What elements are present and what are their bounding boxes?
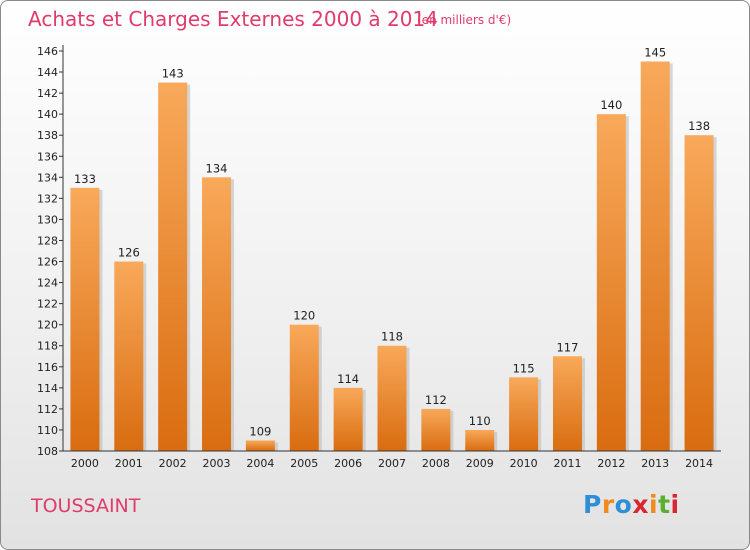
y-tick-label: 114 (37, 382, 58, 395)
x-tick-label: 2003 (203, 457, 231, 470)
data-label: 133 (74, 172, 96, 186)
y-tick-label: 108 (37, 445, 58, 458)
bars-group: 133 126 143 134 109 120 114 118 112 110 115 117 140 1… (70, 46, 717, 452)
y-tick-label: 142 (37, 87, 58, 100)
x-tick-label: 2005 (290, 457, 318, 470)
data-label: 110 (469, 414, 491, 428)
x-tick-label: 2013 (641, 457, 669, 470)
bar-2003 (202, 177, 232, 451)
data-label: 109 (249, 424, 271, 438)
axes-group: 2000 2001 2002 2003 2004 2005 2006 2007 2008 2009… (37, 45, 721, 470)
x-tick-label: 2010 (510, 457, 538, 470)
x-tick-label: 2012 (597, 457, 625, 470)
y-tick-label: 146 (37, 45, 58, 58)
y-tick-label: 126 (37, 256, 58, 269)
data-label: 143 (162, 67, 184, 81)
x-tick-label: 2000 (71, 457, 99, 470)
x-tick-label: 2009 (466, 457, 494, 470)
data-label: 117 (556, 340, 578, 354)
logo-letter: P (583, 490, 602, 519)
bar-2002 (158, 82, 188, 451)
chart-subtitle: (en milliers d'€) (417, 13, 512, 27)
y-tick-label: 144 (37, 66, 58, 79)
bar-2001 (114, 261, 144, 451)
y-tick-label: 124 (37, 277, 58, 290)
data-label: 145 (644, 46, 666, 60)
x-tick-label: 2014 (685, 457, 713, 470)
logo-letter: r (601, 490, 615, 519)
y-tick-label: 134 (37, 171, 58, 184)
bar-2007 (377, 345, 407, 451)
bar-2006 (333, 387, 363, 451)
data-label: 120 (293, 309, 315, 323)
logo-letter: i (670, 490, 680, 519)
x-tick-label: 2001 (115, 457, 143, 470)
bar-2008 (421, 408, 451, 451)
bar-2012 (596, 114, 626, 451)
bar-2013 (640, 61, 670, 452)
data-label: 112 (425, 393, 447, 407)
logo-letter: x (632, 490, 649, 519)
y-tick-label: 138 (37, 129, 58, 142)
chart-title: Achats et Charges Externes 2000 à 2014 (28, 7, 438, 31)
logo-letter: t (658, 490, 671, 519)
y-tick-label: 110 (37, 424, 58, 437)
y-tick-label: 120 (37, 319, 58, 332)
x-tick-label: 2002 (159, 457, 187, 470)
data-label: 114 (337, 372, 359, 386)
bar-2014 (684, 135, 714, 452)
bar-2009 (465, 429, 495, 451)
y-tick-label: 136 (37, 150, 58, 163)
y-tick-label: 132 (37, 192, 58, 205)
x-tick-label: 2004 (246, 457, 274, 470)
bar-2010 (509, 377, 539, 451)
data-label: 134 (206, 161, 228, 175)
x-tick-label: 2011 (553, 457, 581, 470)
commune-name: TOUSSAINT (31, 495, 141, 517)
bar-2011 (552, 356, 582, 451)
data-label: 126 (118, 246, 140, 260)
bar-2004 (245, 440, 275, 451)
data-label: 140 (600, 98, 622, 112)
proxiti-logo: Proxiti (583, 490, 680, 519)
x-tick-label: 2006 (334, 457, 362, 470)
bar-2005 (289, 324, 319, 451)
y-tick-label: 140 (37, 108, 58, 121)
y-tick-label: 112 (37, 403, 58, 416)
logo-letter: o (614, 490, 633, 519)
y-tick-label: 118 (37, 340, 58, 353)
data-label: 118 (381, 330, 403, 344)
data-label: 138 (688, 119, 710, 133)
y-tick-label: 128 (37, 234, 58, 247)
y-tick-label: 122 (37, 298, 58, 311)
x-tick-label: 2008 (422, 457, 450, 470)
y-tick-label: 130 (37, 213, 58, 226)
x-tick-label: 2007 (378, 457, 406, 470)
bar-2000 (70, 187, 100, 451)
logo-letter: i (649, 490, 659, 519)
data-label: 115 (513, 361, 535, 375)
y-tick-label: 116 (37, 361, 58, 374)
